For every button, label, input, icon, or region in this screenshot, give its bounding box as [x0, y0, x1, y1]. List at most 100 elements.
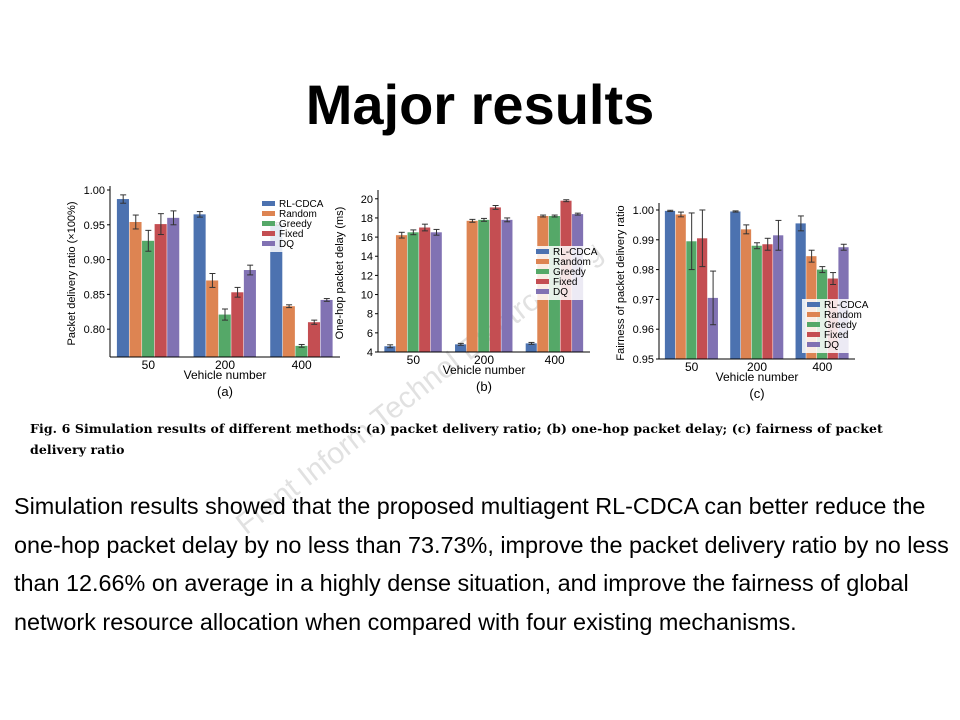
legend-swatch-greedy — [536, 269, 549, 274]
chart-one-hop-delay: 4 6 8 10 12 14 16 18 20 50 200 400 Vehicle number (b)… — [334, 180, 620, 405]
legend-swatch-random — [807, 312, 820, 317]
bar-random-200 — [206, 280, 219, 357]
bar-dq-50 — [167, 217, 180, 357]
y-tick-label: 18 — [361, 213, 373, 225]
bar-random-50 — [675, 214, 686, 359]
legend-label: RL-CDCA — [279, 199, 324, 210]
bar-greedy-400 — [295, 345, 308, 357]
bar-rl-cdca-200 — [455, 344, 467, 352]
y-axis-label: One-hop packet delay (ms) — [334, 207, 346, 340]
y-tick-label: 0.80 — [84, 324, 105, 336]
bar-dq-200 — [501, 219, 513, 352]
x-axis-label: Vehicle number — [443, 363, 526, 377]
bar-rl-cdca-400 — [795, 223, 806, 359]
y-tick-label: 16 — [361, 232, 373, 244]
bar-dq-200 — [243, 270, 256, 357]
bar-fixed-50 — [697, 238, 708, 359]
legend-label: Fixed — [279, 229, 303, 240]
legend-swatch-greedy — [262, 221, 275, 226]
y-tick-label: 14 — [361, 251, 373, 263]
legend-swatch-random — [262, 211, 275, 216]
bar-greedy-200 — [218, 314, 231, 357]
x-tick-label: 50 — [685, 360, 699, 374]
panel-label: (c) — [749, 386, 764, 401]
bar-dq-400 — [320, 299, 333, 357]
bar-fixed-200 — [762, 244, 773, 359]
x-tick-label: 50 — [407, 353, 421, 367]
legend-swatch-fixed — [262, 231, 275, 236]
chart-fairness: 0.95 0.96 0.97 0.98 0.99 1.00 50 200 400 Vehicle … — [615, 180, 895, 405]
x-tick-label: 200 — [474, 353, 494, 367]
x-tick-label: 200 — [215, 358, 235, 372]
bar-rl-cdca-400 — [270, 224, 283, 357]
bar-greedy-50 — [407, 232, 419, 352]
bar-fixed-50 — [419, 227, 431, 352]
bar-rl-cdca-400 — [525, 343, 537, 352]
y-tick-label: 0.95 — [84, 220, 105, 232]
bar-fixed-200 — [489, 207, 501, 352]
legend-label: Greedy — [553, 267, 586, 278]
bar-greedy-50 — [142, 240, 155, 357]
legend-label: Fixed — [824, 330, 848, 341]
y-tick-label: 10 — [361, 290, 373, 302]
bar-dq-200 — [773, 235, 784, 359]
y-tick-label: 6 — [367, 328, 373, 340]
bar-dq-50 — [707, 297, 718, 359]
y-tick-label: 0.90 — [84, 255, 105, 267]
y-axis-label: Fairness of packet delivery ratio — [615, 205, 627, 360]
bar-random-200 — [740, 229, 752, 359]
legend-label: Greedy — [279, 219, 312, 230]
bar-dq-50 — [430, 232, 442, 352]
bar-fixed-200 — [231, 292, 244, 357]
x-tick-label: 400 — [545, 353, 565, 367]
legend-label: Fixed — [553, 277, 577, 288]
x-tick-label: 200 — [747, 360, 767, 374]
x-tick-label: 400 — [812, 360, 832, 374]
chart-c-svg: 0.95 0.96 0.97 0.98 0.99 1.00 50 200 400 Vehicle … — [615, 203, 869, 401]
legend-label: Greedy — [824, 320, 857, 331]
legend-label: DQ — [553, 287, 568, 298]
y-tick-label: 12 — [361, 270, 373, 282]
legend-swatch-rl-cdca — [536, 249, 549, 254]
bar-random-400 — [282, 306, 295, 357]
legend-label: Random — [824, 310, 862, 321]
bar-rl-cdca-200 — [730, 211, 741, 359]
y-tick-label: 0.99 — [633, 235, 654, 247]
bar-greedy-200 — [751, 245, 762, 359]
x-tick-label: 400 — [292, 358, 312, 372]
bar-greedy-50 — [686, 241, 697, 359]
legend-swatch-dq — [262, 241, 275, 246]
legend-swatch-rl-cdca — [262, 201, 275, 206]
bar-random-200 — [466, 220, 478, 352]
legend-label: Random — [279, 209, 317, 220]
y-tick-label: 0.95 — [633, 354, 654, 366]
y-tick-label: 1.00 — [84, 185, 105, 197]
panel-label: (a) — [217, 384, 233, 399]
legend-label: Random — [553, 257, 591, 268]
legend-swatch-random — [536, 259, 549, 264]
y-tick-label: 4 — [367, 347, 373, 359]
panel-label: (b) — [476, 379, 492, 394]
bar-fixed-50 — [154, 224, 167, 357]
legend-swatch-dq — [807, 342, 820, 347]
chart-a-svg: 0.80 0.85 0.90 0.95 1.00 50 200 400 Vehicle numb… — [66, 185, 340, 399]
slide-title: Major results — [305, 73, 655, 136]
x-axis-label: Vehicle number — [184, 368, 267, 382]
legend-swatch-greedy — [807, 322, 820, 327]
bar-fixed-400 — [307, 322, 321, 357]
legend-label: DQ — [824, 340, 839, 351]
y-tick-label: 20 — [361, 194, 373, 206]
y-axis-label: Packet delivery ratio (×100%) — [66, 202, 78, 346]
chart-b-svg: 4 6 8 10 12 14 16 18 20 50 200 400 Vehicle number (b)… — [334, 190, 598, 394]
legend-swatch-dq — [536, 289, 549, 294]
legend-label: DQ — [279, 239, 294, 250]
legend-swatch-rl-cdca — [807, 302, 820, 307]
bar-rl-cdca-50 — [384, 346, 396, 352]
bar-greedy-200 — [478, 219, 490, 352]
x-tick-label: 50 — [142, 358, 156, 372]
bar-rl-cdca-50 — [664, 210, 676, 359]
bar-rl-cdca-50 — [116, 199, 129, 357]
y-tick-label: 0.85 — [84, 289, 105, 301]
